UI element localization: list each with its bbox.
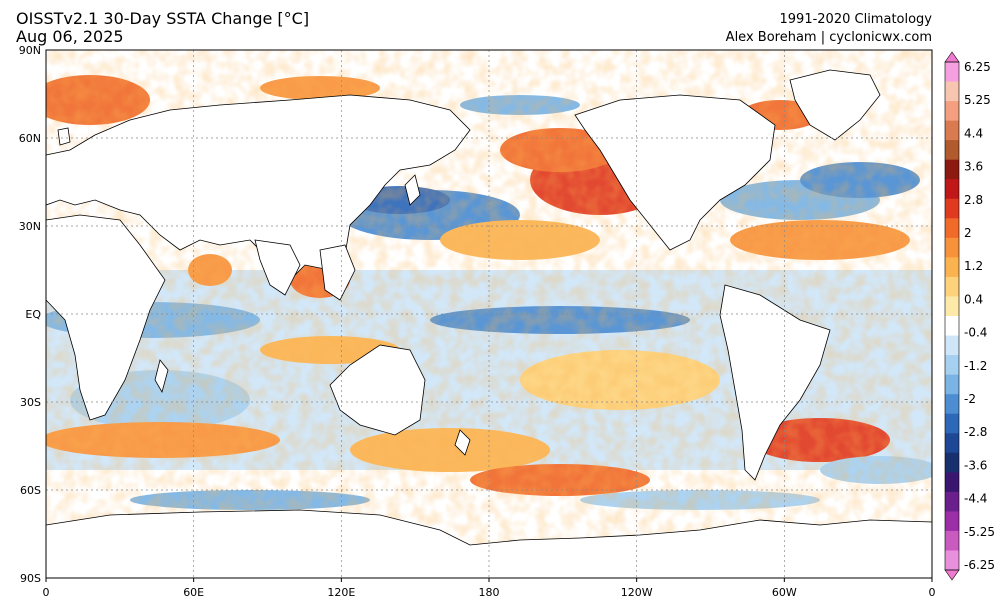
land-masses: [45, 69, 933, 579]
map-date: Aug 06, 2025: [16, 27, 124, 46]
colorbar-segment: [945, 237, 959, 258]
longitude-labels: 0 60E 120E 180 120W 60W 0: [43, 578, 936, 599]
colorbar-tick-label: 2: [964, 226, 972, 240]
colorbar-tick-label: 1.2: [964, 259, 983, 273]
lon-label: 60E: [183, 586, 204, 599]
colorbar-tick-label: -3.6: [964, 458, 987, 472]
colorbar-segment: [945, 62, 959, 83]
lon-label: 120W: [621, 586, 653, 599]
colorbar-segment: [945, 140, 959, 161]
colorbar-segment: [945, 355, 959, 376]
colorbar-segment: [945, 159, 959, 180]
colorbar-segment: [945, 491, 959, 512]
colorbar-segment: [945, 394, 959, 415]
colorbar-tick-label: 6.25: [964, 60, 991, 74]
lon-label: 60W: [772, 586, 797, 599]
colorbar-tick-label: -6.25: [964, 558, 995, 572]
colorbar-segment: [945, 179, 959, 200]
colorbar-frame: [944, 61, 960, 571]
british-isles-landmass: [57, 127, 71, 146]
colorbar-segment: [945, 218, 959, 239]
lat-label: 90S: [20, 572, 41, 585]
colorbar-segment: [945, 335, 959, 356]
colorbar-segment: [945, 452, 959, 473]
colorbar-segment: [945, 511, 959, 532]
map-title: OISSTv2.1 30-Day SSTA Change [°C]: [16, 9, 310, 28]
new-zealand-landmass: [454, 429, 471, 456]
lat-label: 90N: [19, 44, 41, 57]
colorbar-tick-label: 3.6: [964, 160, 983, 174]
lat-label: 30N: [19, 220, 41, 233]
latitude-labels: 90N 60N 30N EQ 30S 60S 90S: [19, 44, 42, 585]
africa-landmass: [45, 214, 166, 421]
eurasia-landmass: [45, 94, 471, 281]
colorbar-segment: [945, 374, 959, 395]
colorbar-segment: [945, 296, 959, 317]
colorbar-tick-label: 5.25: [964, 93, 991, 107]
credit-label: Alex Boreham | cyclonicwx.com: [725, 30, 932, 45]
madagascar-landmass: [154, 359, 169, 394]
lat-label: 60N: [19, 132, 41, 145]
lat-label: 60S: [20, 484, 41, 497]
climatology-label: 1991-2020 Climatology: [779, 12, 932, 27]
colorbar-tick-label: -1.2: [964, 359, 987, 373]
lat-label: EQ: [25, 308, 41, 321]
colorbar-segment: [945, 413, 959, 434]
lon-label: 0: [43, 586, 50, 599]
colorbar-segment: [945, 101, 959, 122]
colorbar-tick-label: 0.4: [964, 292, 983, 306]
colorbar: [944, 51, 960, 581]
india-landmass: [254, 239, 301, 296]
colorbar-segment: [945, 316, 959, 337]
colorbar-segment: [945, 257, 959, 278]
colorbar-segment: [945, 276, 959, 297]
lat-label: 30S: [20, 396, 41, 409]
colorbar-tick-label: -5.25: [964, 525, 995, 539]
colorbar-tick-label: 2.8: [964, 193, 983, 207]
colorbar-extend-bottom: [944, 569, 960, 581]
australia-landmass: [329, 344, 426, 436]
north-america-landmass: [574, 94, 776, 251]
lon-label: 0: [929, 586, 936, 599]
southeast-asia-landmass: [319, 244, 356, 301]
colorbar-extend-top: [944, 51, 960, 63]
colorbar-segment: [945, 530, 959, 551]
colorbar-segment: [945, 81, 959, 102]
colorbar-segment: [945, 472, 959, 493]
map-gridlines: [46, 50, 932, 578]
lon-label: 120E: [327, 586, 355, 599]
colorbar-segment: [945, 550, 959, 571]
south-america-landmass: [719, 284, 831, 481]
colorbar-tick-label: -4.4: [964, 492, 987, 506]
colorbar-tick-label: 4.4: [964, 126, 983, 140]
colorbar-segment: [945, 120, 959, 141]
greenland-landmass: [789, 69, 881, 141]
colorbar-tick-label: -0.4: [964, 326, 987, 340]
lon-label: 180: [479, 586, 500, 599]
colorbar-labels: 6.25 5.25 4.4 3.6 2.8 2 1.2 0.4 -0.4 -1.2 -2 -2.8 -3…: [964, 60, 995, 572]
colorbar-tick-label: -2.8: [964, 425, 987, 439]
colorbar-tick-label: -2: [964, 392, 976, 406]
colorbar-segment: [945, 198, 959, 219]
japan-landmass: [404, 174, 421, 206]
colorbar-segment: [945, 433, 959, 454]
